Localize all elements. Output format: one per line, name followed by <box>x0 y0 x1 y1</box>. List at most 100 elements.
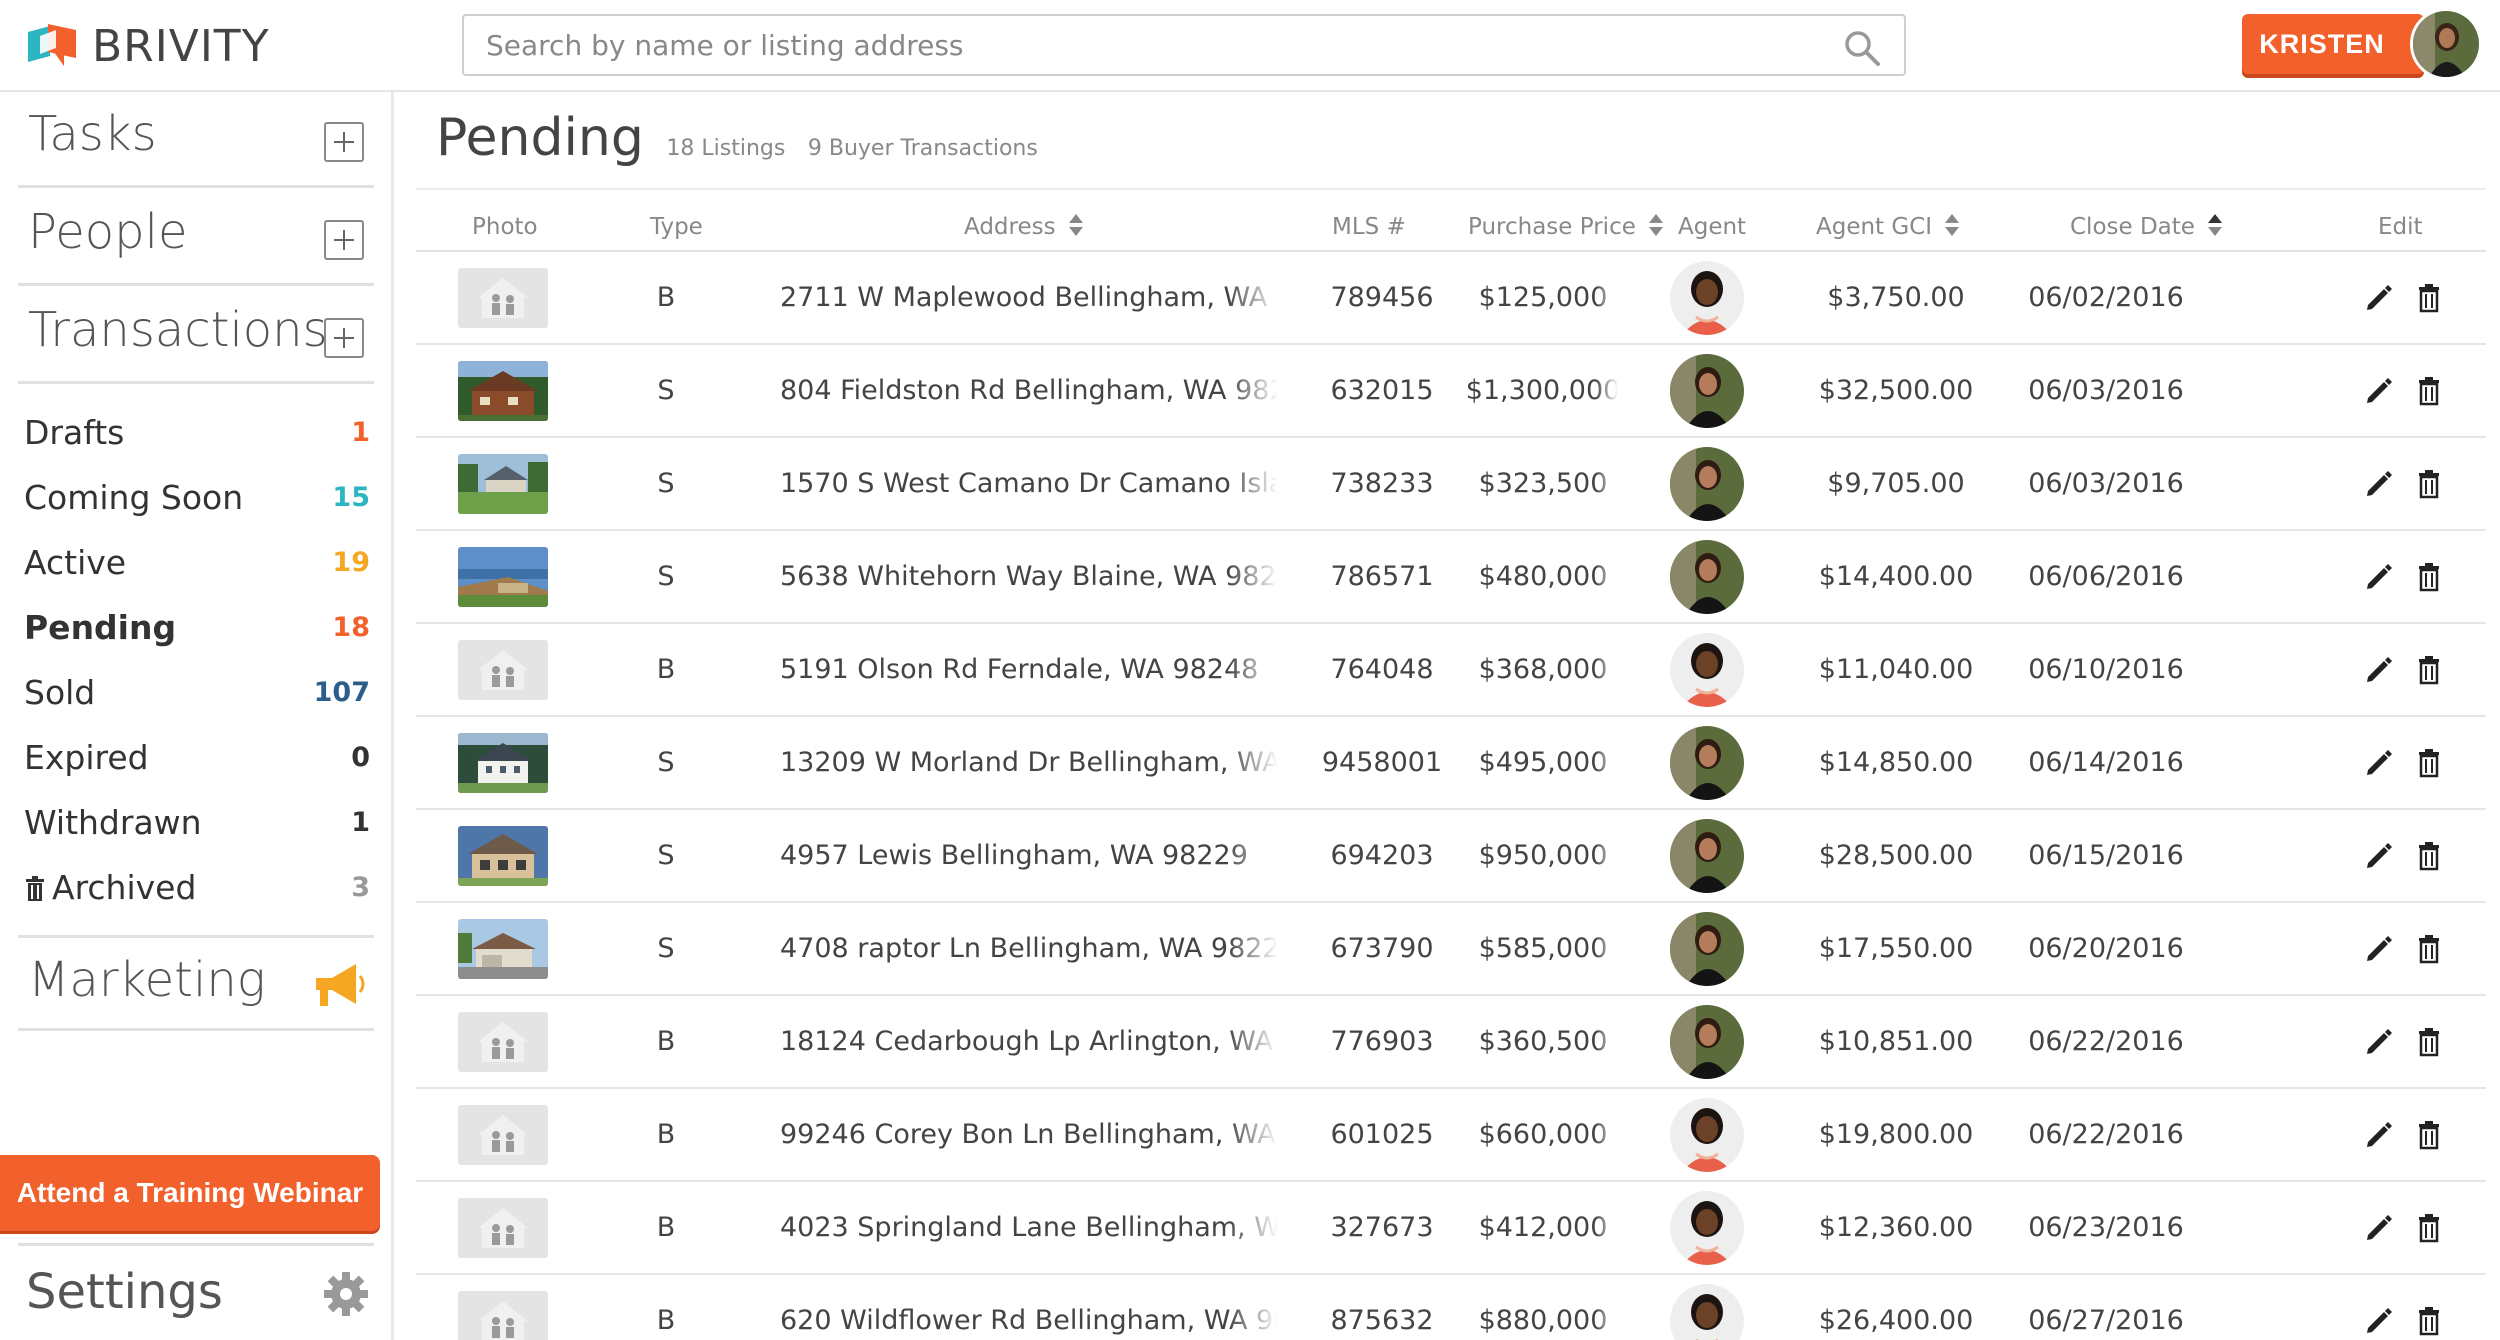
agent-avatar[interactable] <box>1669 345 1745 436</box>
agent-avatar[interactable] <box>1669 717 1745 808</box>
listing-address[interactable]: 5191 Olson Rd Ferndale, WA 98248 <box>780 654 1259 685</box>
sidebar-section-tasks[interactable]: Tasks <box>18 92 374 188</box>
table-row[interactable]: B 4023 Springland Lane Bellingham, WA 982… <box>416 1182 2486 1275</box>
table-row[interactable]: B 18124 Cedarbough Lp Arlington, WA 98223… <box>416 996 2486 1089</box>
table-row[interactable]: S 13209 W Morland Dr Bellingham, WA 98226… <box>416 717 2486 810</box>
listing-address[interactable]: 1570 S West Camano Dr Camano Island, WA … <box>780 468 1278 499</box>
listing-photo[interactable] <box>458 810 548 901</box>
sidebar-section-marketing[interactable]: Marketing <box>18 935 374 1031</box>
delete-trash-icon[interactable] <box>2414 1306 2444 1336</box>
delete-trash-icon[interactable] <box>2414 748 2444 778</box>
delete-trash-icon[interactable] <box>2414 841 2444 871</box>
edit-pencil-icon[interactable] <box>2364 748 2394 778</box>
search-icon[interactable] <box>1842 28 1882 68</box>
listing-address[interactable]: 4957 Lewis Bellingham, WA 98229 <box>780 840 1248 871</box>
edit-pencil-icon[interactable] <box>2364 283 2394 313</box>
agent-avatar[interactable] <box>1669 996 1745 1087</box>
agent-avatar[interactable] <box>1669 531 1745 622</box>
agent-avatar[interactable] <box>1669 810 1745 901</box>
edit-pencil-icon[interactable] <box>2364 376 2394 406</box>
sidebar-item-active[interactable]: Active 19 <box>24 534 370 590</box>
add-person-icon[interactable] <box>324 220 364 260</box>
sidebar-section-transactions[interactable]: Transactions <box>18 288 374 384</box>
delete-trash-icon[interactable] <box>2414 934 2444 964</box>
column-header-address[interactable]: Address <box>964 214 1084 240</box>
table-row[interactable]: S 1570 S West Camano Dr Camano Island, WA… <box>416 438 2486 531</box>
search-input[interactable] <box>464 16 1824 74</box>
edit-pencil-icon[interactable] <box>2364 655 2394 685</box>
listing-photo[interactable] <box>458 1275 548 1340</box>
listing-photo[interactable] <box>458 345 548 436</box>
training-webinar-button[interactable]: Attend a Training Webinar <box>0 1155 380 1231</box>
sidebar-item-expired[interactable]: Expired 0 <box>24 729 370 785</box>
listing-photo[interactable] <box>458 903 548 994</box>
delete-trash-icon[interactable] <box>2414 1213 2444 1243</box>
add-transaction-icon[interactable] <box>324 318 364 358</box>
listing-photo[interactable] <box>458 1089 548 1180</box>
table-row[interactable]: B 99246 Corey Bon Ln Bellingham, WA 98226… <box>416 1089 2486 1182</box>
edit-pencil-icon[interactable] <box>2364 1120 2394 1150</box>
edit-pencil-icon[interactable] <box>2364 562 2394 592</box>
listing-address[interactable]: 4023 Springland Lane Bellingham, WA 9822… <box>780 1212 1278 1243</box>
agent-avatar[interactable] <box>1669 903 1745 994</box>
table-row[interactable]: B 5191 Olson Rd Ferndale, WA 98248 764048 $… <box>416 624 2486 717</box>
delete-trash-icon[interactable] <box>2414 376 2444 406</box>
agent-avatar[interactable] <box>1669 252 1745 343</box>
sidebar-item-archived[interactable]: Archived 3 <box>24 859 370 915</box>
table-row[interactable]: B 2711 W Maplewood Bellingham, WA 98225 78… <box>416 252 2486 345</box>
agent-avatar[interactable] <box>1669 1089 1745 1180</box>
sidebar-section-people[interactable]: People <box>18 190 374 286</box>
table-row[interactable]: S 804 Fieldston Rd Bellingham, WA 98225 63… <box>416 345 2486 438</box>
listing-photo[interactable] <box>458 531 548 622</box>
listing-address[interactable]: 804 Fieldston Rd Bellingham, WA 98225 <box>780 375 1278 406</box>
listing-photo[interactable] <box>458 1182 548 1273</box>
delete-trash-icon[interactable] <box>2414 283 2444 313</box>
sidebar-item-drafts[interactable]: Drafts 1 <box>24 404 370 460</box>
listing-photo[interactable] <box>458 717 548 808</box>
listing-address[interactable]: 13209 W Morland Dr Bellingham, WA 98226 <box>780 747 1278 778</box>
column-header-agent-gci[interactable]: Agent GCI <box>1816 214 1960 240</box>
table-row[interactable]: S 4957 Lewis Bellingham, WA 98229 694203 $9… <box>416 810 2486 903</box>
column-header-close-date[interactable]: Close Date <box>2070 214 2223 240</box>
listing-address[interactable]: 99246 Corey Bon Ln Bellingham, WA 98226 <box>780 1119 1278 1150</box>
listing-photo[interactable] <box>458 624 548 715</box>
listing-address[interactable]: 620 Wildflower Rd Bellingham, WA 98227 <box>780 1305 1278 1336</box>
delete-trash-icon[interactable] <box>2414 469 2444 499</box>
agent-avatar[interactable] <box>1669 624 1745 715</box>
sort-icon[interactable] <box>1944 214 1960 238</box>
sidebar-item-sold[interactable]: Sold 107 <box>24 664 370 720</box>
listing-address[interactable]: 4708 raptor Ln Bellingham, WA 98229 <box>780 933 1278 964</box>
sort-icon[interactable] <box>1648 214 1664 238</box>
edit-pencil-icon[interactable] <box>2364 934 2394 964</box>
brand-logo[interactable]: BRIVITY <box>24 20 270 72</box>
sort-icon[interactable] <box>1068 214 1084 238</box>
delete-trash-icon[interactable] <box>2414 562 2444 592</box>
edit-pencil-icon[interactable] <box>2364 1213 2394 1243</box>
delete-trash-icon[interactable] <box>2414 1120 2444 1150</box>
sidebar-item-withdrawn[interactable]: Withdrawn 1 <box>24 794 370 850</box>
listing-address[interactable]: 5638 Whitehorn Way Blaine, WA 98230 <box>780 561 1278 592</box>
table-row[interactable]: S 4708 raptor Ln Bellingham, WA 98229 6737… <box>416 903 2486 996</box>
delete-trash-icon[interactable] <box>2414 1027 2444 1057</box>
listing-photo[interactable] <box>458 438 548 529</box>
agent-avatar[interactable] <box>1669 1182 1745 1273</box>
edit-pencil-icon[interactable] <box>2364 469 2394 499</box>
user-menu-button[interactable]: KRISTEN <box>2242 14 2424 74</box>
edit-pencil-icon[interactable] <box>2364 841 2394 871</box>
sidebar-section-settings[interactable]: Settings <box>18 1243 374 1340</box>
listing-photo[interactable] <box>458 252 548 343</box>
sidebar-item-coming-soon[interactable]: Coming Soon 15 <box>24 469 370 525</box>
edit-pencil-icon[interactable] <box>2364 1306 2394 1336</box>
table-row[interactable]: B 620 Wildflower Rd Bellingham, WA 98227 8… <box>416 1275 2486 1340</box>
listing-address[interactable]: 2711 W Maplewood Bellingham, WA 98225 <box>780 282 1278 313</box>
listing-address[interactable]: 18124 Cedarbough Lp Arlington, WA 98223 <box>780 1026 1278 1057</box>
agent-avatar[interactable] <box>1669 1275 1745 1340</box>
add-task-icon[interactable] <box>324 122 364 162</box>
column-header-purchase-price[interactable]: Purchase Price <box>1468 214 1664 240</box>
user-avatar[interactable] <box>2410 8 2482 80</box>
sort-icon[interactable] <box>2207 214 2223 238</box>
sidebar-item-pending[interactable]: Pending 18 <box>24 599 370 655</box>
listing-photo[interactable] <box>458 996 548 1087</box>
gear-icon[interactable] <box>322 1270 370 1318</box>
delete-trash-icon[interactable] <box>2414 655 2444 685</box>
